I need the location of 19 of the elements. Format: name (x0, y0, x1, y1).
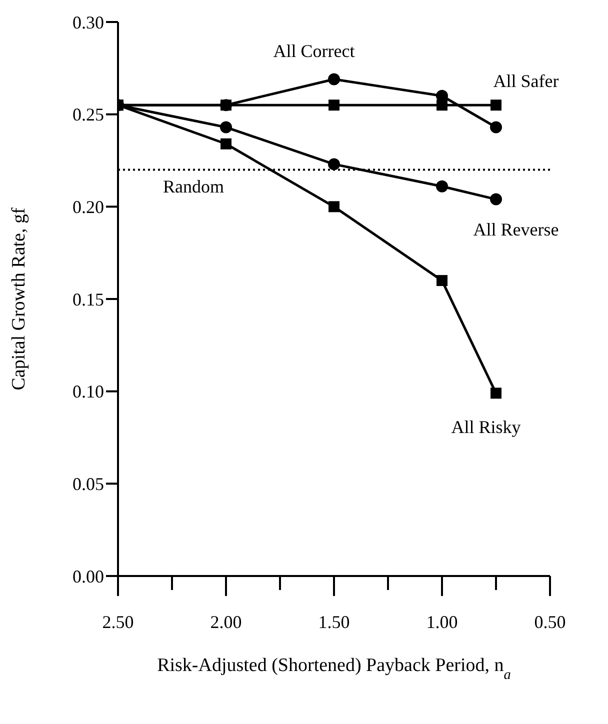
series-label: All Risky (451, 417, 521, 438)
x-tick-label: 0.50 (534, 612, 566, 632)
x-tick-label: 1.50 (318, 612, 350, 632)
series-label: All Safer (493, 71, 559, 92)
y-tick-label: 0.25 (72, 104, 104, 125)
x-axis-title: Risk-Adjusted (Shortened) Payback Period, n$_{a}$ (157, 655, 511, 683)
series-label: All Correct (273, 41, 355, 62)
y-axis-title: Capital Growth Rate, gf (8, 207, 30, 390)
x-tick-label: 1.00 (426, 612, 458, 632)
y-tick-label: 0.30 (72, 12, 104, 32)
y-tick-label: 0.20 (72, 197, 104, 218)
y-tick-label: 0.05 (72, 474, 104, 494)
y-tick-label: 0.10 (72, 382, 104, 402)
x-tick-label: 2.50 (102, 612, 134, 632)
y-tick-label: 0.15 (72, 289, 104, 310)
ref-line-label: Random (163, 176, 224, 197)
series-label: All Reverse (473, 219, 559, 240)
x-tick-label: 2.00 (210, 612, 242, 632)
y-tick-label: 0.00 (72, 566, 104, 586)
